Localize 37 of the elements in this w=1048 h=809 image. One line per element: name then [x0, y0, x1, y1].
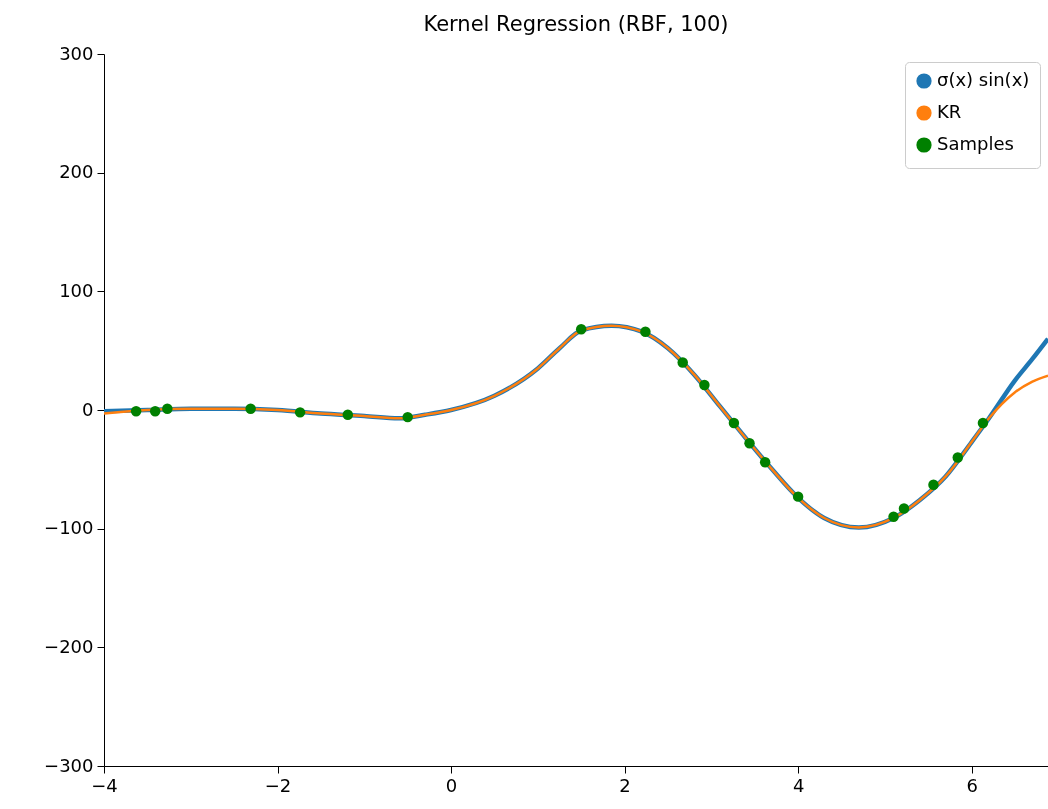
point	[342, 409, 354, 420]
y-tick-label: 200	[59, 161, 94, 183]
legend-label: σ(x) sin(x)	[937, 69, 1030, 90]
point	[898, 503, 910, 514]
point	[952, 452, 964, 463]
point	[759, 456, 771, 468]
x-tick-label: 6	[966, 774, 978, 796]
point	[130, 405, 142, 417]
point	[149, 405, 161, 417]
y-tick-label: −200	[44, 635, 94, 657]
x-tick-label: 2	[619, 774, 631, 796]
point	[792, 491, 804, 502]
y-tick-label: −300	[44, 754, 94, 776]
point	[928, 479, 939, 490]
y-tick-label: 300	[59, 42, 94, 64]
point	[699, 379, 710, 391]
point	[294, 407, 306, 418]
y-tick-label: −100	[44, 517, 94, 539]
point	[245, 403, 256, 415]
x-tick-label: 0	[445, 774, 458, 796]
point	[888, 511, 899, 523]
point	[162, 403, 173, 415]
y-tick-label: 100	[59, 279, 94, 301]
y-tick-label: 0	[82, 398, 94, 420]
point	[728, 417, 740, 429]
x-tick-label: 4	[792, 774, 805, 796]
legend-label: Samples	[937, 133, 1014, 154]
point	[575, 324, 587, 335]
x-tick-label: −4	[91, 774, 118, 796]
x-tick-label: −2	[264, 774, 292, 796]
point	[744, 437, 755, 449]
point	[402, 411, 413, 423]
chart-title: Kernel Regression (RBF, 100)	[423, 12, 729, 36]
point	[677, 357, 688, 368]
point	[977, 417, 989, 429]
point	[640, 326, 651, 337]
legend-label: KR	[937, 101, 962, 122]
